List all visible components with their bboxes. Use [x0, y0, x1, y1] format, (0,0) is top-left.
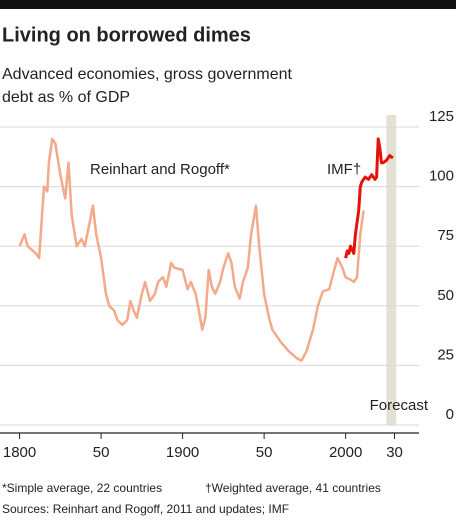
- line: [18, 137, 365, 362]
- subtitle: Advanced economies, gross government: [2, 66, 292, 83]
- y-tick-label: 0: [446, 406, 454, 423]
- x-tick-label: 1800: [3, 444, 36, 461]
- chart-title: Living on borrowed dimes: [2, 24, 251, 46]
- x-tick-label: 1900: [166, 444, 199, 461]
- source: Sources: Reinhart and Rogoff, 2011 and u…: [2, 502, 289, 516]
- footnote: †Weighted average, 41 countries: [205, 481, 381, 495]
- y-tick-label: 75: [437, 227, 454, 244]
- y-tick-label: 100: [429, 168, 454, 185]
- x-tick-label: 2000: [329, 444, 362, 461]
- subtitle: debt as % of GDP: [2, 89, 130, 106]
- footnote: *Simple average, 22 countries: [2, 481, 162, 495]
- annotation: Forecast: [370, 397, 429, 414]
- y-tick-label: 125: [429, 108, 454, 125]
- y-tick-label: 50: [437, 287, 454, 304]
- x-tick-label: 50: [93, 444, 110, 461]
- x-tick-label: 50: [256, 444, 273, 461]
- annotation: IMF†: [327, 161, 361, 178]
- forecast-band: [386, 115, 397, 425]
- x-tick-label: 30: [386, 444, 403, 461]
- line: [344, 137, 394, 259]
- annotation: Reinhart and Rogoff*: [90, 161, 230, 178]
- top-bar: [0, 0, 456, 9]
- y-tick-label: 25: [437, 346, 454, 363]
